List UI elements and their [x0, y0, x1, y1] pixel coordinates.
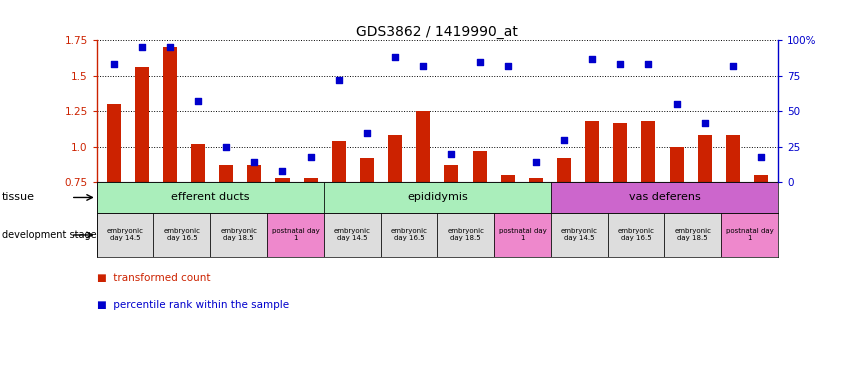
Bar [607, 213, 664, 257]
Point [389, 54, 402, 60]
Text: embryonic
day 16.5: embryonic day 16.5 [163, 228, 200, 242]
Point [191, 98, 204, 104]
Bar [754, 175, 768, 182]
Bar [153, 213, 210, 257]
Bar [444, 165, 458, 182]
Point [501, 63, 515, 69]
Text: embryonic
day 14.5: embryonic day 14.5 [334, 228, 371, 242]
Bar [97, 182, 324, 213]
Bar [276, 178, 289, 182]
Text: embryonic
day 18.5: embryonic day 18.5 [674, 228, 711, 242]
Bar [416, 111, 431, 182]
Text: embryonic
day 16.5: embryonic day 16.5 [617, 228, 654, 242]
Bar [557, 158, 571, 182]
Text: postnatal day
1: postnatal day 1 [499, 228, 547, 242]
Text: development stage: development stage [2, 230, 97, 240]
Bar [304, 178, 318, 182]
Point [220, 144, 233, 150]
Bar [380, 213, 437, 257]
Bar [220, 165, 233, 182]
Bar [585, 121, 599, 182]
Bar [500, 175, 515, 182]
Point [558, 137, 571, 143]
Point [585, 56, 599, 62]
Point [614, 61, 627, 68]
Bar [642, 121, 655, 182]
Text: tissue: tissue [2, 192, 34, 202]
Text: ■  percentile rank within the sample: ■ percentile rank within the sample [97, 300, 288, 310]
Text: efferent ducts: efferent ducts [171, 192, 250, 202]
Text: embryonic
day 18.5: embryonic day 18.5 [447, 228, 484, 242]
Point [163, 44, 177, 50]
Bar [721, 213, 778, 257]
Point [276, 168, 289, 174]
Bar [267, 213, 324, 257]
Bar [726, 136, 740, 182]
Bar [473, 151, 487, 182]
Text: postnatal day
1: postnatal day 1 [726, 228, 774, 242]
Point [135, 44, 149, 50]
Text: vas deferens: vas deferens [628, 192, 701, 202]
Bar [664, 213, 721, 257]
Text: postnatal day
1: postnatal day 1 [272, 228, 320, 242]
Bar [331, 141, 346, 182]
Point [642, 61, 655, 68]
Point [304, 154, 317, 160]
Text: epididymis: epididymis [407, 192, 468, 202]
Point [445, 151, 458, 157]
Point [107, 61, 120, 68]
Point [670, 101, 684, 107]
Point [332, 77, 346, 83]
Text: ■  transformed count: ■ transformed count [97, 273, 210, 283]
Bar [247, 165, 262, 182]
Point [726, 63, 739, 69]
Point [698, 119, 711, 126]
Point [360, 129, 373, 136]
Point [529, 159, 542, 166]
Bar [324, 182, 551, 213]
Bar [529, 178, 543, 182]
Title: GDS3862 / 1419990_at: GDS3862 / 1419990_at [357, 25, 518, 39]
Bar [163, 47, 177, 182]
Bar [494, 213, 551, 257]
Point [416, 63, 430, 69]
Bar [107, 104, 120, 182]
Bar [97, 213, 153, 257]
Bar [135, 67, 149, 182]
Bar [698, 136, 711, 182]
Point [754, 154, 768, 160]
Bar [360, 158, 374, 182]
Text: embryonic
day 16.5: embryonic day 16.5 [390, 228, 427, 242]
Text: embryonic
day 14.5: embryonic day 14.5 [561, 228, 598, 242]
Bar [388, 136, 402, 182]
Bar [324, 213, 380, 257]
Point [247, 159, 261, 166]
Bar [551, 182, 778, 213]
Point [473, 58, 486, 65]
Text: embryonic
day 18.5: embryonic day 18.5 [220, 228, 257, 242]
Bar [551, 213, 607, 257]
Text: embryonic
day 14.5: embryonic day 14.5 [107, 228, 144, 242]
Bar [669, 147, 684, 182]
Bar [191, 144, 205, 182]
Bar [210, 213, 267, 257]
Bar [437, 213, 495, 257]
Bar [613, 122, 627, 182]
